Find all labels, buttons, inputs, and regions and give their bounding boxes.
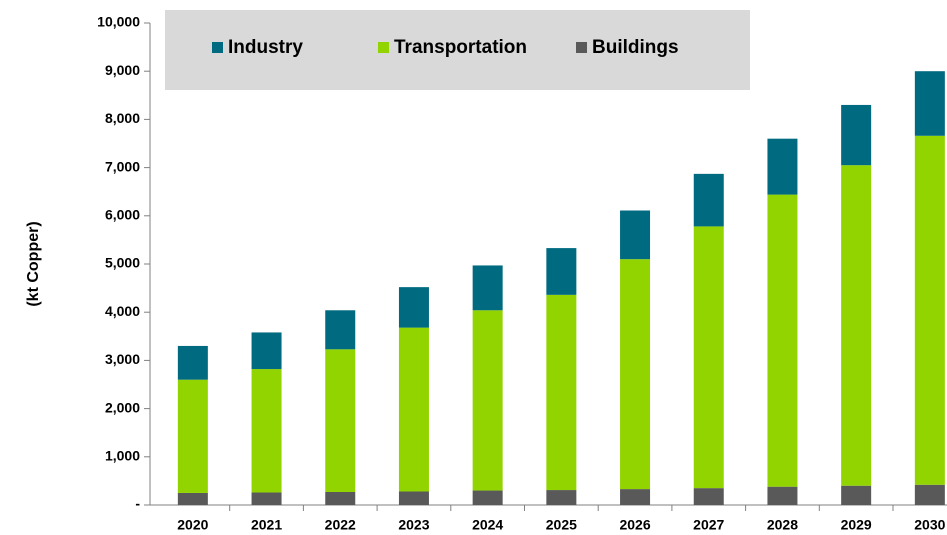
y-tick-label: - <box>135 496 140 512</box>
x-tick-label: 2020 <box>177 517 208 533</box>
bar-segment <box>398 327 429 492</box>
y-tick-label: 8,000 <box>105 110 140 126</box>
x-tick-label: 2021 <box>251 517 282 533</box>
y-tick-label: 3,000 <box>105 351 140 367</box>
x-tick-label: 2025 <box>546 517 577 533</box>
bar-segment <box>620 210 651 260</box>
x-tick-label: 2023 <box>398 517 429 533</box>
y-tick-label: 5,000 <box>105 255 140 271</box>
bar-segment <box>693 226 724 489</box>
bar-segment <box>546 490 577 505</box>
bar-segment <box>767 486 798 505</box>
y-tick-label: 7,000 <box>105 158 140 174</box>
bar-segment <box>472 265 503 311</box>
x-tick-label: 2022 <box>325 517 356 533</box>
y-tick-label: 9,000 <box>105 62 140 78</box>
bar-segment <box>841 165 872 486</box>
bar-segment <box>251 369 282 493</box>
legend-label: Transportation <box>394 37 527 58</box>
bar-segment <box>472 310 503 491</box>
bar-segment <box>546 294 577 491</box>
bar-segment <box>693 173 724 227</box>
bar-segment <box>325 310 356 350</box>
y-axis-label: (kt Copper) <box>25 221 42 306</box>
bar-segment <box>177 345 208 380</box>
bar-segment <box>914 71 945 136</box>
bar-segment <box>767 194 798 487</box>
bar-segment <box>914 135 945 485</box>
bar-segment <box>177 379 208 493</box>
legend-label: Buildings <box>592 37 679 58</box>
y-tick-label: 10,000 <box>97 14 140 30</box>
y-tick-label: 6,000 <box>105 207 140 223</box>
bar-segment <box>398 287 429 328</box>
bar-segment <box>472 490 503 505</box>
bar-segment <box>251 332 282 370</box>
y-tick-label: 4,000 <box>105 303 140 319</box>
legend-swatch <box>576 42 587 53</box>
bar-segment <box>177 492 208 505</box>
bar-segment <box>767 138 798 195</box>
bar-segment <box>546 248 577 295</box>
y-tick-label: 2,000 <box>105 399 140 415</box>
bar-segment <box>914 484 945 505</box>
bar-segment <box>325 491 356 505</box>
bar-segment <box>841 104 872 166</box>
legend-box <box>165 10 750 90</box>
x-tick-label: 2026 <box>619 517 650 533</box>
legend-swatch <box>378 42 389 53</box>
bar-segment <box>398 491 429 505</box>
bar-segment <box>620 259 651 490</box>
y-tick-label: 1,000 <box>105 448 140 464</box>
x-tick-label: 2029 <box>841 517 872 533</box>
bar-segment <box>325 349 356 492</box>
x-tick-label: 2024 <box>472 517 503 533</box>
x-tick-label: 2027 <box>693 517 724 533</box>
bar-segment <box>841 485 872 505</box>
legend-swatch <box>212 42 223 53</box>
bar-segment <box>693 488 724 505</box>
legend-label: Industry <box>228 37 303 58</box>
bar-segment <box>620 489 651 505</box>
x-tick-label: 2030 <box>914 517 945 533</box>
x-tick-label: 2028 <box>767 517 798 533</box>
bar-segment <box>251 492 282 505</box>
